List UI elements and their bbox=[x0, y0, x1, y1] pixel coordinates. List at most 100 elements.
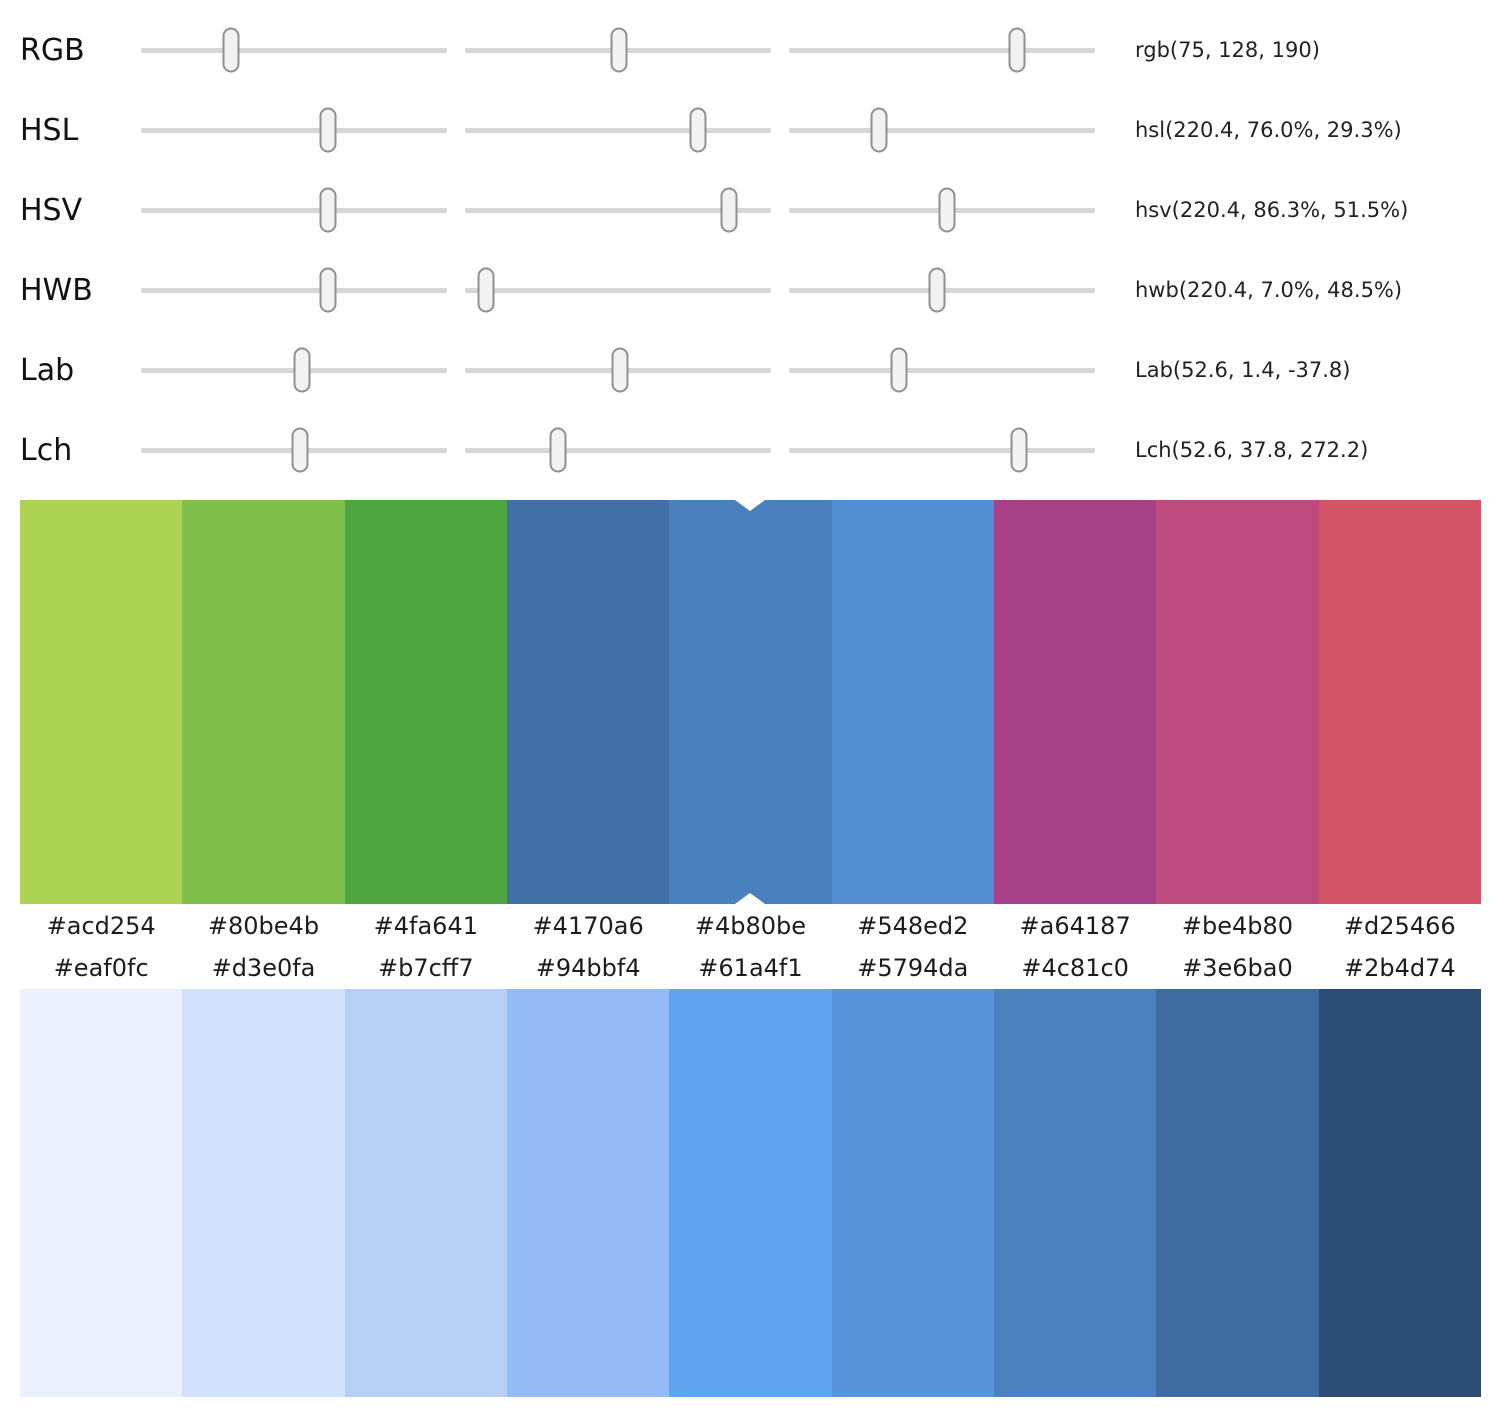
color-swatch[interactable] bbox=[20, 989, 183, 1397]
slider-track-hsl-2[interactable] bbox=[465, 104, 771, 156]
scheme-palette bbox=[20, 500, 1481, 904]
slider-row-rgb: RGB rgb(75, 128, 190) bbox=[0, 10, 1501, 90]
hex-code-label: #be4b80 bbox=[1181, 911, 1294, 940]
slider-thumb[interactable] bbox=[549, 427, 567, 473]
slider-row-lch: Lch Lch(52.6, 37.8, 272.2) bbox=[0, 410, 1501, 490]
track-line bbox=[465, 207, 771, 213]
slider-panel: RGB rgb(75, 128, 190) HSL hsl(220.4, 76.0%,… bbox=[0, 0, 1501, 490]
slider-thumb[interactable] bbox=[477, 267, 495, 313]
color-swatch[interactable] bbox=[831, 500, 994, 904]
scheme-hex-labels: #acd254 #80be4b #4fa641 #4170a6 #4b80be #548e… bbox=[20, 904, 1481, 947]
slider-thumb[interactable] bbox=[222, 27, 240, 73]
color-swatch[interactable] bbox=[344, 989, 507, 1397]
hex-code-label: #4b80be bbox=[694, 911, 807, 940]
slider-thumb[interactable] bbox=[689, 107, 707, 153]
track-line bbox=[465, 287, 771, 293]
track-line bbox=[789, 127, 1095, 133]
color-swatch[interactable] bbox=[1318, 500, 1481, 904]
colorspace-label: HSL bbox=[20, 112, 79, 148]
slider-thumb[interactable] bbox=[291, 427, 308, 473]
color-swatch[interactable] bbox=[1156, 500, 1319, 904]
slider-track-hwb-1[interactable] bbox=[141, 264, 447, 316]
color-swatch[interactable] bbox=[20, 500, 183, 904]
color-swatch[interactable] bbox=[182, 500, 345, 904]
slider-track-lch-2[interactable] bbox=[465, 424, 771, 476]
color-value-text: Lch(52.6, 37.8, 272.2) bbox=[1135, 438, 1369, 462]
colorspace-label: Lab bbox=[20, 352, 75, 388]
hex-code-label: #2b4d74 bbox=[1343, 954, 1456, 982]
slider-track-lab-1[interactable] bbox=[141, 344, 447, 396]
color-swatch[interactable] bbox=[669, 500, 832, 904]
track-line bbox=[789, 47, 1095, 53]
color-value-text: hwb(220.4, 7.0%, 48.5%) bbox=[1135, 278, 1403, 302]
track-line bbox=[141, 287, 447, 293]
slider-track-hsv-2[interactable] bbox=[465, 184, 771, 236]
hex-code-label: #acd254 bbox=[46, 911, 156, 940]
slider-track-hsl-1[interactable] bbox=[141, 104, 447, 156]
track-line bbox=[465, 127, 771, 133]
slider-track-rgb-2[interactable] bbox=[465, 24, 771, 76]
slider-track-rgb-1[interactable] bbox=[141, 24, 447, 76]
hex-code-label: #d3e0fa bbox=[211, 954, 316, 982]
track-line bbox=[789, 447, 1095, 453]
track-line bbox=[141, 127, 447, 133]
slider-track-hsl-3[interactable] bbox=[789, 104, 1095, 156]
color-swatch[interactable] bbox=[669, 989, 832, 1397]
slider-track-hsv-1[interactable] bbox=[141, 184, 447, 236]
slider-thumb[interactable] bbox=[319, 267, 337, 313]
colorspace-label: HWB bbox=[20, 272, 93, 308]
color-swatch[interactable] bbox=[182, 989, 345, 1397]
slider-track-hwb-3[interactable] bbox=[789, 264, 1095, 316]
slider-track-hsv-3[interactable] bbox=[789, 184, 1095, 236]
selected-marker-top-icon bbox=[735, 500, 766, 511]
hex-code-label: #3e6ba0 bbox=[1182, 954, 1293, 982]
slider-thumb[interactable] bbox=[611, 347, 629, 393]
color-swatch[interactable] bbox=[1156, 989, 1319, 1397]
hex-code-label: #61a4f1 bbox=[698, 954, 803, 982]
color-value-text: hsv(220.4, 86.3%, 51.5%) bbox=[1135, 198, 1409, 222]
slider-track-lch-3[interactable] bbox=[789, 424, 1095, 476]
color-value-text: rgb(75, 128, 190) bbox=[1135, 38, 1320, 62]
slider-track-lab-3[interactable] bbox=[789, 344, 1095, 396]
slider-thumb[interactable] bbox=[1010, 427, 1027, 473]
slider-track-lab-2[interactable] bbox=[465, 344, 771, 396]
slider-track-rgb-3[interactable] bbox=[789, 24, 1095, 76]
slider-track-lch-1[interactable] bbox=[141, 424, 447, 476]
slider-thumb[interactable] bbox=[319, 187, 337, 233]
slider-row-lab: Lab Lab(52.6, 1.4, -37.8) bbox=[0, 330, 1501, 410]
hex-code-label: #eaf0fc bbox=[53, 954, 149, 982]
color-swatch[interactable] bbox=[506, 989, 670, 1397]
slider-row-hwb: HWB hwb(220.4, 7.0%, 48.5%) bbox=[0, 250, 1501, 330]
slider-track-hwb-2[interactable] bbox=[465, 264, 771, 316]
hex-code-label: #548ed2 bbox=[857, 911, 969, 940]
color-swatch[interactable] bbox=[1318, 989, 1481, 1397]
hex-code-label: #d25466 bbox=[1343, 911, 1456, 940]
tint-hex-labels: #eaf0fc #d3e0fa #b7cff7 #94bbf4 #61a4f1 #5794… bbox=[20, 947, 1481, 989]
slider-thumb[interactable] bbox=[870, 107, 888, 153]
colorspace-label: RGB bbox=[20, 32, 85, 68]
hex-code-label: #4170a6 bbox=[532, 911, 644, 940]
slider-row-hsv: HSV hsv(220.4, 86.3%, 51.5%) bbox=[0, 170, 1501, 250]
slider-thumb[interactable] bbox=[720, 187, 738, 233]
slider-thumb[interactable] bbox=[610, 27, 628, 73]
color-swatch[interactable] bbox=[506, 500, 670, 904]
slider-thumb[interactable] bbox=[1008, 27, 1026, 73]
color-swatch[interactable] bbox=[993, 989, 1157, 1397]
track-line bbox=[789, 367, 1095, 373]
color-swatch[interactable] bbox=[831, 989, 994, 1397]
colorspace-label: HSV bbox=[20, 192, 83, 228]
color-swatch[interactable] bbox=[993, 500, 1157, 904]
track-line bbox=[141, 207, 447, 213]
selected-marker-bottom-icon bbox=[735, 893, 766, 904]
tint-shade-palette bbox=[20, 989, 1481, 1397]
hex-code-label: #80be4b bbox=[207, 911, 320, 940]
slider-thumb[interactable] bbox=[890, 347, 908, 393]
slider-thumb[interactable] bbox=[293, 347, 311, 393]
color-swatch[interactable] bbox=[344, 500, 507, 904]
slider-row-hsl: HSL hsl(220.4, 76.0%, 29.3%) bbox=[0, 90, 1501, 170]
slider-thumb[interactable] bbox=[938, 187, 956, 233]
slider-thumb[interactable] bbox=[319, 107, 337, 153]
hex-code-label: #5794da bbox=[857, 954, 969, 982]
hex-code-label: #4fa641 bbox=[373, 911, 478, 940]
slider-thumb[interactable] bbox=[928, 267, 946, 313]
